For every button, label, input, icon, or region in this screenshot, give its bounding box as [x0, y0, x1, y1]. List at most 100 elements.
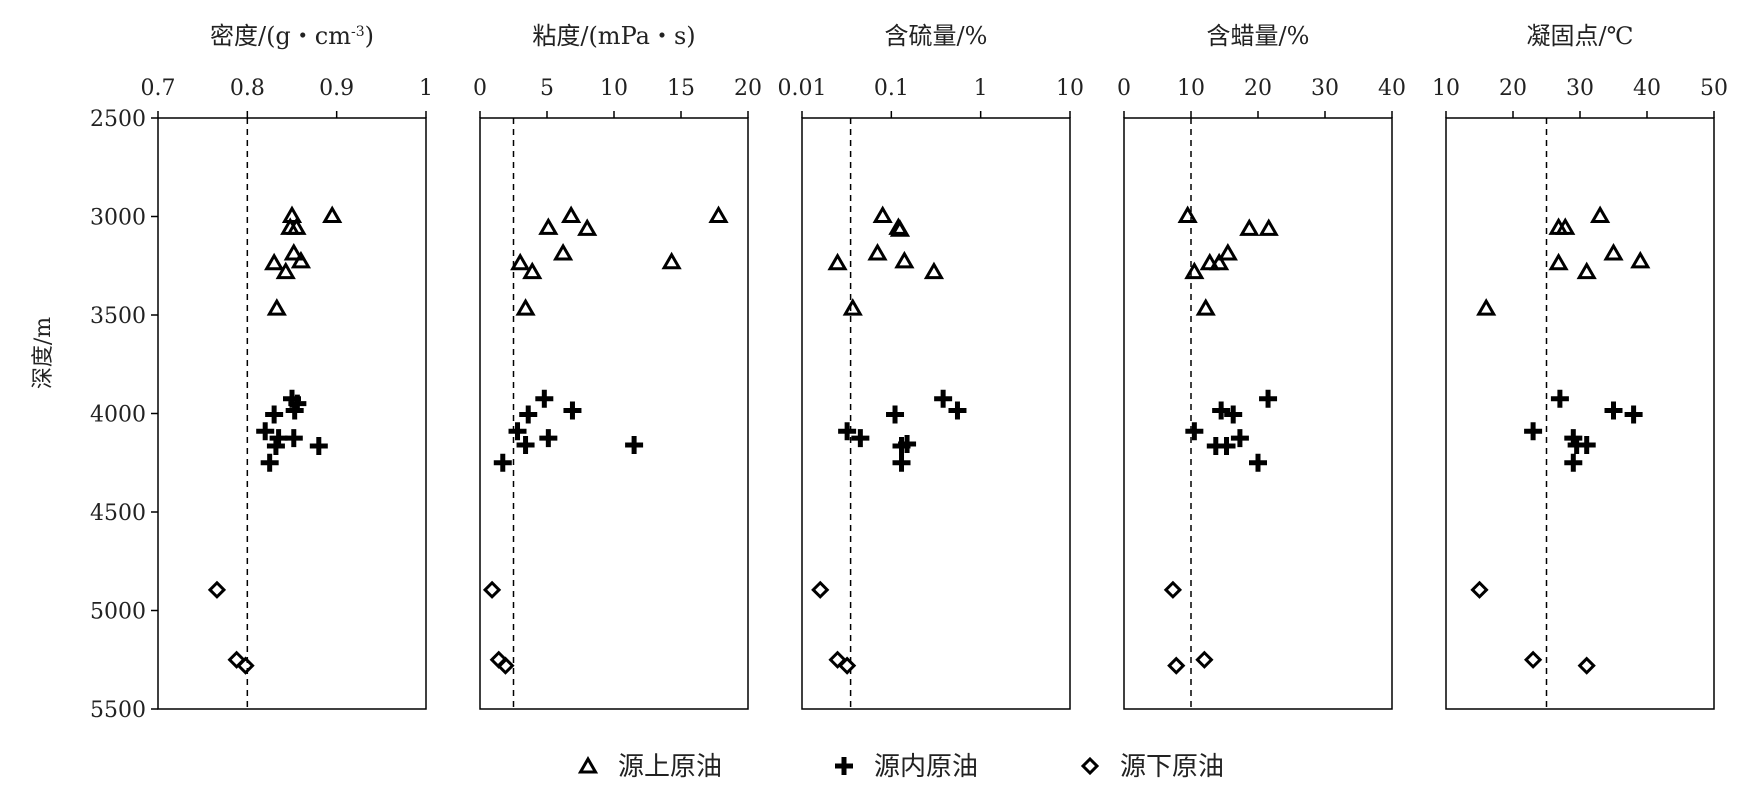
- data-point-inner: [851, 429, 870, 448]
- series-upper: [827, 205, 945, 316]
- data-point-lower: [482, 580, 502, 599]
- data-point-inner: [260, 453, 279, 472]
- chart-panels: 密度/(g・cm-3)0.7 0.8 0.9 1粘度/(mPa・s)0 5 10 15 20含…: [141, 22, 1728, 710]
- data-point-lower: [811, 580, 830, 599]
- data-point-upper: [1217, 242, 1238, 261]
- panel-title: 粘度/(mPa・s): [532, 22, 695, 50]
- x-tick-label: 10: [1432, 76, 1460, 101]
- data-point-lower: [236, 656, 255, 675]
- data-point-inner: [285, 401, 304, 420]
- legend-marker-triangle: [577, 755, 599, 774]
- data-point-upper: [322, 205, 343, 224]
- legend-marker-plus: [835, 757, 853, 775]
- panel-sulfur: 含硫量/% 0.01 0.1 1 10: [778, 22, 1084, 710]
- series-lower: [1163, 580, 1214, 675]
- data-point-inner: [1249, 453, 1267, 472]
- series-lower: [482, 580, 515, 675]
- data-point-lower: [1470, 580, 1489, 599]
- data-point-lower: [1163, 580, 1183, 599]
- y-tick-label: 5000: [90, 600, 146, 625]
- data-point-upper: [561, 205, 582, 224]
- series-upper: [510, 205, 729, 316]
- data-point-upper: [1177, 205, 1198, 224]
- panel-title: 含蜡量/%: [1207, 22, 1310, 50]
- x-tick-label: 0.7: [141, 76, 176, 101]
- data-point-upper: [1209, 252, 1230, 271]
- x-tick-label: 20: [1499, 76, 1527, 101]
- data-point-upper: [275, 261, 296, 280]
- data-point-inner: [948, 401, 967, 420]
- data-point-upper: [1258, 218, 1279, 236]
- legend-item-lower: 源下原油: [1080, 752, 1224, 782]
- data-point-inner: [1185, 422, 1204, 441]
- data-point-inner: [1224, 405, 1243, 424]
- x-tick-label: 10: [600, 76, 628, 101]
- x-tick-label: 1: [974, 76, 988, 101]
- data-point-lower: [1523, 650, 1543, 669]
- x-tick-label: 0.01: [778, 76, 827, 101]
- panel-viscosity: 粘度/(mPa・s) 0 5 10 15 20: [473, 22, 762, 710]
- x-tick-label: 40: [1378, 76, 1406, 101]
- data-point-inner: [1230, 429, 1249, 448]
- data-point-upper: [1239, 218, 1260, 236]
- data-point-lower: [1167, 656, 1186, 675]
- data-point-upper: [552, 242, 574, 261]
- series-inner: [838, 389, 967, 472]
- data-point-upper: [1590, 205, 1611, 224]
- data-point-inner: [493, 453, 512, 472]
- data-point-upper: [1576, 261, 1597, 280]
- data-point-inner: [1567, 436, 1586, 455]
- y-axis-label: 深度/m: [31, 317, 56, 389]
- x-tick-label: 0.9: [319, 76, 354, 101]
- data-point-lower: [207, 580, 227, 599]
- data-point-upper: [661, 251, 682, 270]
- panel-title: 含硫量/%: [885, 22, 988, 50]
- data-point-lower: [838, 656, 857, 675]
- data-point-upper: [889, 219, 911, 237]
- legend: 源上原油 源内原油 源下原油: [577, 752, 1224, 782]
- data-point-upper: [1184, 261, 1205, 280]
- x-tick-label: 20: [1244, 76, 1272, 101]
- data-point-inner: [886, 405, 905, 424]
- data-point-upper: [1555, 217, 1576, 235]
- x-tick-label: 0.8: [230, 76, 265, 101]
- series-lower: [1470, 580, 1596, 675]
- data-point-inner: [563, 401, 582, 420]
- data-point-upper: [1548, 252, 1569, 271]
- panel-title: 凝固点/℃: [1527, 22, 1634, 50]
- panel-title: 密度/(g・cm-3): [210, 22, 374, 50]
- data-point-inner: [934, 389, 953, 408]
- data-point-upper: [290, 250, 312, 269]
- series-inner: [493, 389, 644, 472]
- data-point-inner: [898, 435, 917, 454]
- data-point-upper: [1630, 250, 1651, 269]
- data-point-inner: [892, 453, 911, 472]
- data-point-upper: [1195, 298, 1216, 316]
- data-point-inner: [535, 389, 554, 408]
- x-tick-label: 0: [473, 76, 487, 101]
- x-tick-label: 5: [540, 76, 554, 101]
- panel-frame: [1123, 117, 1393, 710]
- y-tick-label: 3000: [90, 206, 146, 231]
- y-tick-label: 4000: [90, 403, 146, 428]
- x-tick-label: 15: [667, 76, 695, 101]
- x-tick-label: 30: [1566, 76, 1594, 101]
- legend-marker-diamond: [1080, 756, 1100, 776]
- data-point-upper: [283, 242, 304, 261]
- data-point-inner: [1564, 453, 1583, 472]
- x-tick-label: 20: [734, 76, 762, 101]
- data-point-upper: [894, 250, 915, 269]
- data-point-inner: [1259, 389, 1278, 408]
- y-tick-label: 5500: [90, 698, 146, 723]
- data-point-upper: [1199, 252, 1220, 271]
- data-point-upper: [266, 298, 287, 316]
- data-point-lower: [828, 650, 847, 669]
- x-tick-label: 0.1: [874, 76, 909, 101]
- panel-wax: 含蜡量/% 0 10 20 30 40: [1117, 22, 1406, 710]
- data-point-upper: [872, 205, 893, 224]
- panel-title-superscript: -3: [351, 24, 365, 40]
- data-point-upper: [1476, 298, 1497, 316]
- data-point-inner: [1524, 422, 1543, 441]
- panel-frame: [1445, 117, 1715, 710]
